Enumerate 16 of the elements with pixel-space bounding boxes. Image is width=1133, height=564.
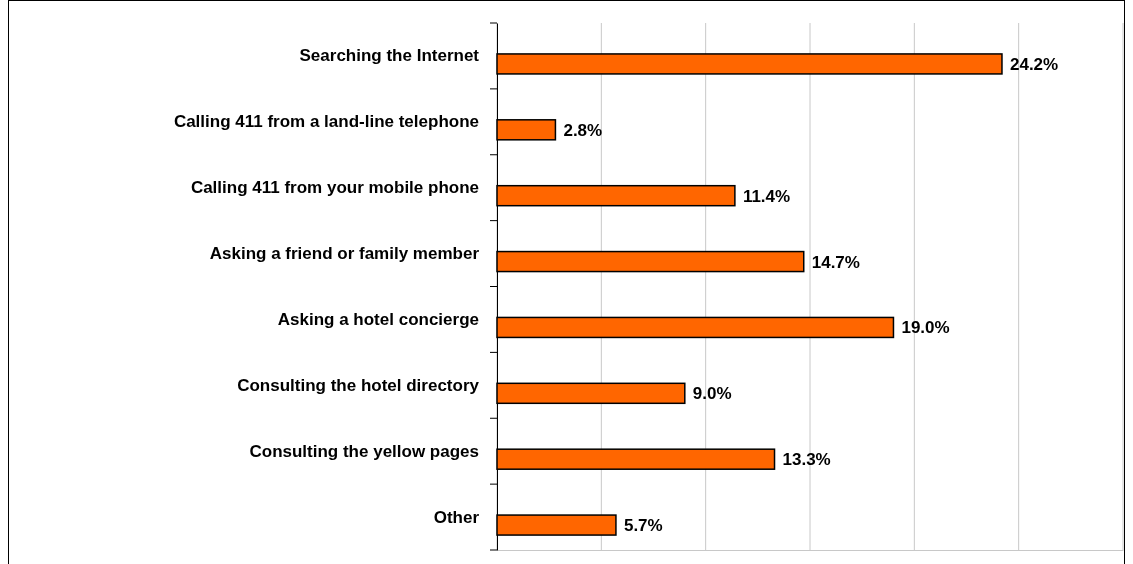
- y-tick-label: Asking a hotel concierge: [277, 309, 479, 329]
- data-label: 2.8%: [563, 120, 603, 140]
- y-tick-label: Calling 411 from a land-line telephone: [173, 112, 479, 132]
- data-label: 11.4%: [742, 186, 791, 206]
- data-label: 19.0%: [901, 318, 950, 338]
- y-tick-label: Consulting the hotel directory: [237, 375, 480, 395]
- data-label: 9.0%: [692, 384, 732, 404]
- data-label: 13.3%: [782, 450, 831, 470]
- data-label: 14.7%: [811, 252, 860, 272]
- y-tick-label: Consulting the yellow pages: [249, 441, 479, 461]
- y-tick-label: Searching the Internet: [299, 46, 480, 66]
- y-tick-label: Calling 411 from your mobile phone: [190, 178, 479, 198]
- y-tick-label: Other: [433, 507, 480, 527]
- y-tick-label: Asking a friend or family member: [209, 244, 480, 263]
- data-label: 5.7%: [623, 516, 663, 536]
- data-label: 24.2%: [1009, 54, 1059, 74]
